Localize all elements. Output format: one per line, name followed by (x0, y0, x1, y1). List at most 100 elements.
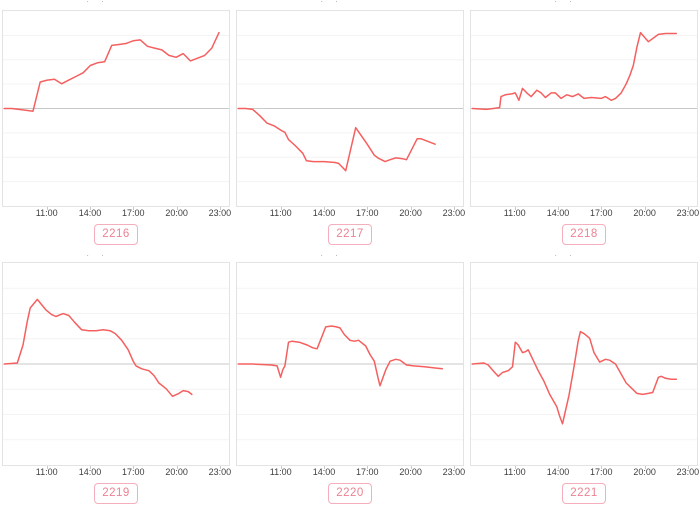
x-axis-tick (410, 207, 412, 210)
x-axis-tick (219, 466, 221, 469)
series-line (471, 31, 678, 111)
x-axis-tick (219, 207, 221, 210)
x-axis-label: 17:00 (122, 467, 145, 477)
clipped-chart-title: · · (320, 0, 343, 6)
series-line (237, 107, 436, 172)
x-axis-tick (644, 207, 646, 210)
chart-id-badge-2216[interactable]: 2216 (94, 224, 138, 245)
x-axis-label: 14:00 (312, 467, 336, 477)
chart-cell-2216: · · 11:00 14:00 17:00 20:00 23:00 2216 (2, 0, 232, 249)
x-axis-label: 14:00 (546, 467, 570, 477)
series-line (471, 330, 678, 425)
x-axis: 11:00 14:00 17:00 20:00 23:00 (2, 207, 232, 219)
x-axis-label: 20:00 (633, 467, 656, 477)
x-axis-label: 20:00 (165, 208, 188, 218)
x-axis-label: 11:00 (503, 467, 526, 477)
line-chart-2220 (236, 262, 464, 466)
x-axis-tick (367, 207, 369, 210)
line-chart-2219 (2, 262, 230, 466)
x-axis-label: 20:00 (399, 208, 422, 218)
x-axis-label: 17:00 (356, 467, 379, 477)
chart-cell-2217: · · 11:00 14:00 17:00 20:00 23:00 2217 (236, 0, 466, 249)
clipped-chart-title: · · (320, 251, 343, 260)
x-axis-tick (280, 466, 282, 469)
x-axis-label: 11:00 (503, 208, 526, 218)
badge-row: 2220 (236, 478, 464, 508)
x-axis-label: 23:00 (442, 467, 466, 477)
badge-row: 2219 (2, 478, 230, 508)
x-axis-tick (133, 466, 135, 469)
x-axis-label: 11:00 (35, 208, 58, 218)
x-axis-label: 23:00 (208, 208, 232, 218)
chart-id-badge-2221[interactable]: 2221 (562, 483, 606, 504)
x-axis-tick (324, 207, 325, 210)
x-axis-label: 23:00 (442, 208, 466, 218)
x-axis-label: 14:00 (78, 467, 102, 477)
x-axis-tick (367, 466, 369, 469)
chart-id-badge-2217[interactable]: 2217 (328, 224, 372, 245)
x-axis-label: 11:00 (35, 467, 58, 477)
x-axis-tick (280, 207, 282, 210)
chart-id-badge-2218[interactable]: 2218 (562, 224, 606, 245)
x-axis-tick (176, 466, 178, 469)
x-axis-tick (601, 466, 603, 469)
badge-row: 2217 (236, 219, 464, 249)
clipped-chart-title: · · (86, 0, 109, 6)
x-axis-label: 17:00 (122, 208, 145, 218)
x-axis-tick (601, 207, 603, 210)
x-axis-tick (514, 207, 516, 210)
x-axis-label: 17:00 (590, 208, 613, 218)
chart-cell-2220: · · 11:00 14:00 17:00 20:00 23:00 2220 (236, 249, 466, 508)
line-chart-2218 (470, 10, 698, 207)
clipped-chart-title: · · (554, 251, 577, 260)
x-axis-label: 23:00 (676, 467, 700, 477)
chart-canvas (471, 31, 697, 183)
x-axis: 11:00 14:00 17:00 20:00 23:00 (2, 466, 231, 478)
chart-canvas (3, 31, 229, 183)
x-axis-tick (133, 207, 135, 210)
line-chart-2216 (2, 10, 230, 207)
x-axis-tick (410, 466, 412, 469)
x-axis-tick (514, 466, 516, 469)
series-line (3, 31, 220, 112)
x-axis-tick (46, 466, 48, 469)
chart-canvas (237, 34, 463, 183)
x-axis-tick (558, 207, 559, 210)
line-chart-2217 (236, 10, 464, 207)
x-axis: 11:00 14:00 17:00 20:00 23:00 (470, 207, 699, 219)
line-chart-2221 (470, 262, 698, 466)
chart-canvas (3, 287, 229, 441)
chart-canvas (471, 287, 697, 441)
badge-row: 2216 (2, 219, 230, 249)
clipped-chart-title: · · (554, 0, 577, 6)
x-axis: 11:00 14:00 17:00 20:00 23:00 (470, 466, 700, 478)
x-axis-tick (558, 466, 559, 469)
x-axis-tick (176, 207, 178, 210)
badge-row: 2218 (470, 219, 698, 249)
x-axis-tick (46, 207, 48, 210)
x-axis: 11:00 14:00 17:00 20:00 23:00 (236, 207, 466, 219)
x-axis-label: 11:00 (269, 467, 292, 477)
x-axis-label: 20:00 (165, 467, 188, 477)
chart-cell-2221: · · 11:00 14:00 17:00 20:00 23:00 2221 (470, 249, 700, 508)
chart-cell-2218: · · 11:00 14:00 17:00 20:00 23:00 2218 (470, 0, 699, 249)
x-axis-tick (644, 466, 646, 469)
x-axis-label: 17:00 (590, 467, 613, 477)
x-axis-tick (453, 207, 455, 210)
chart-cell-2219: · · 11:00 14:00 17:00 20:00 23:00 2219 (2, 249, 231, 508)
chart-canvas (237, 287, 463, 441)
x-axis-label: 14:00 (312, 208, 336, 218)
x-axis-tick (324, 466, 325, 469)
badge-row: 2221 (470, 478, 698, 508)
x-axis-tick (90, 466, 91, 469)
x-axis-label: 14:00 (546, 208, 570, 218)
x-axis-tick (687, 466, 689, 469)
chart-id-badge-2219[interactable]: 2219 (94, 483, 138, 504)
x-axis-label: 14:00 (78, 208, 102, 218)
chart-id-badge-2220[interactable]: 2220 (328, 483, 372, 504)
x-axis-tick (90, 207, 91, 210)
x-axis-label: 20:00 (399, 467, 422, 477)
x-axis-tick (687, 207, 689, 210)
x-axis-label: 11:00 (269, 208, 292, 218)
x-axis: 11:00 14:00 17:00 20:00 23:00 (236, 466, 466, 478)
